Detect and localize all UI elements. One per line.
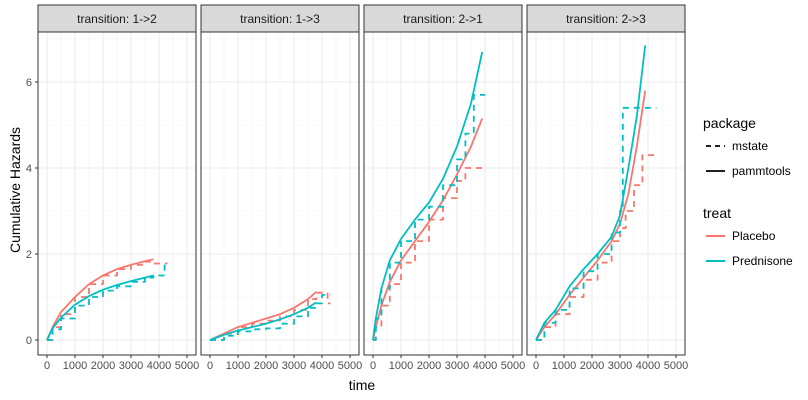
panel-border [363, 31, 523, 356]
legend-entry-label: pammtools [732, 164, 791, 178]
panel-border [200, 31, 360, 356]
facet-strip [526, 4, 686, 33]
legend-entry-label: mstate [732, 139, 768, 153]
panel-series [372, 51, 485, 341]
facet-panel: transition: 2->1 [363, 4, 523, 356]
x-tick-label: 4000 [147, 360, 171, 372]
panels-layer: transition: 1->2 transition: 1->3 transiti… [37, 4, 686, 356]
facet-panel: transition: 2->3 [526, 4, 686, 356]
x-tick-label: 3000 [119, 360, 143, 372]
x-tick-label: 4000 [473, 360, 497, 372]
x-tick-label: 1000 [63, 360, 87, 372]
facet-strip [37, 4, 197, 33]
x-axis-title: time [349, 377, 376, 393]
series-line-prednisone-pammtools [535, 45, 647, 341]
panel-border [526, 31, 686, 356]
facet-panel: transition: 1->3 [200, 4, 360, 356]
series-line-prednisone-pammtools [209, 301, 317, 341]
series-line-prednisone-mstate [373, 94, 485, 341]
y-tick-label: 6 [26, 77, 32, 89]
series-line-prednisone-pammtools [372, 51, 484, 341]
facet-strip [200, 4, 360, 33]
series-line-prednisone-mstate [536, 106, 657, 341]
facet-strip-label: transition: 1->2 [77, 12, 157, 26]
axes-layer: 0 1000 2000 3000 4000 5000 0 2 4 6 0 1000 2000 3000 40… [26, 77, 688, 372]
y-axis-title: Cumulative Hazards [7, 127, 23, 253]
x-tick-label: 0 [207, 360, 213, 372]
x-tick-label: 0 [44, 360, 50, 372]
y-tick-label: 0 [26, 335, 32, 347]
legend-package: package mstate pammtools [703, 115, 791, 178]
facet-strip-label: transition: 1->3 [240, 12, 320, 26]
series-line-placebo-pammtools [535, 90, 647, 341]
series-line-placebo-pammtools [209, 291, 317, 341]
legend-title: package [703, 115, 756, 131]
x-tick-label: 0 [533, 360, 539, 372]
facet-strip-label: transition: 2->3 [566, 12, 646, 26]
x-tick-label: 5000 [338, 360, 362, 372]
x-tick-label: 2000 [580, 360, 604, 372]
x-tick-label: 5000 [501, 360, 525, 372]
x-tick-label: 0 [370, 360, 376, 372]
x-tick-label: 5000 [175, 360, 199, 372]
x-tick-label: 5000 [664, 360, 688, 372]
series-line-placebo-pammtools [46, 258, 154, 341]
panel-series [46, 258, 168, 341]
panel-border [37, 31, 197, 356]
y-tick-label: 2 [26, 249, 32, 261]
y-tick-label: 4 [26, 163, 32, 175]
x-tick-label: 3000 [445, 360, 469, 372]
series-line-placebo-mstate [373, 167, 483, 341]
series-line-prednisone-mstate [210, 294, 331, 341]
x-tick-label: 1000 [389, 360, 413, 372]
x-tick-label: 3000 [282, 360, 306, 372]
x-tick-label: 4000 [636, 360, 660, 372]
panel-series [535, 45, 660, 341]
series-line-prednisone-mstate [47, 263, 166, 341]
legend-entry-label: Prednisone [732, 254, 793, 268]
x-tick-label: 1000 [552, 360, 576, 372]
panel-series [209, 291, 331, 341]
legend-entry-label: Placebo [732, 229, 776, 243]
x-tick-label: 3000 [608, 360, 632, 372]
series-line-prednisone-pammtools [46, 274, 154, 341]
legend-title: treat [703, 205, 731, 221]
x-tick-label: 2000 [91, 360, 115, 372]
x-tick-label: 1000 [226, 360, 250, 372]
x-tick-label: 4000 [310, 360, 334, 372]
facet-strip-label: transition: 2->1 [403, 12, 483, 26]
facet-panel: transition: 1->2 [37, 4, 197, 356]
x-tick-label: 2000 [254, 360, 278, 372]
x-tick-label: 2000 [417, 360, 441, 372]
series-line-placebo-pammtools [372, 118, 484, 341]
facet-strip [363, 4, 523, 33]
